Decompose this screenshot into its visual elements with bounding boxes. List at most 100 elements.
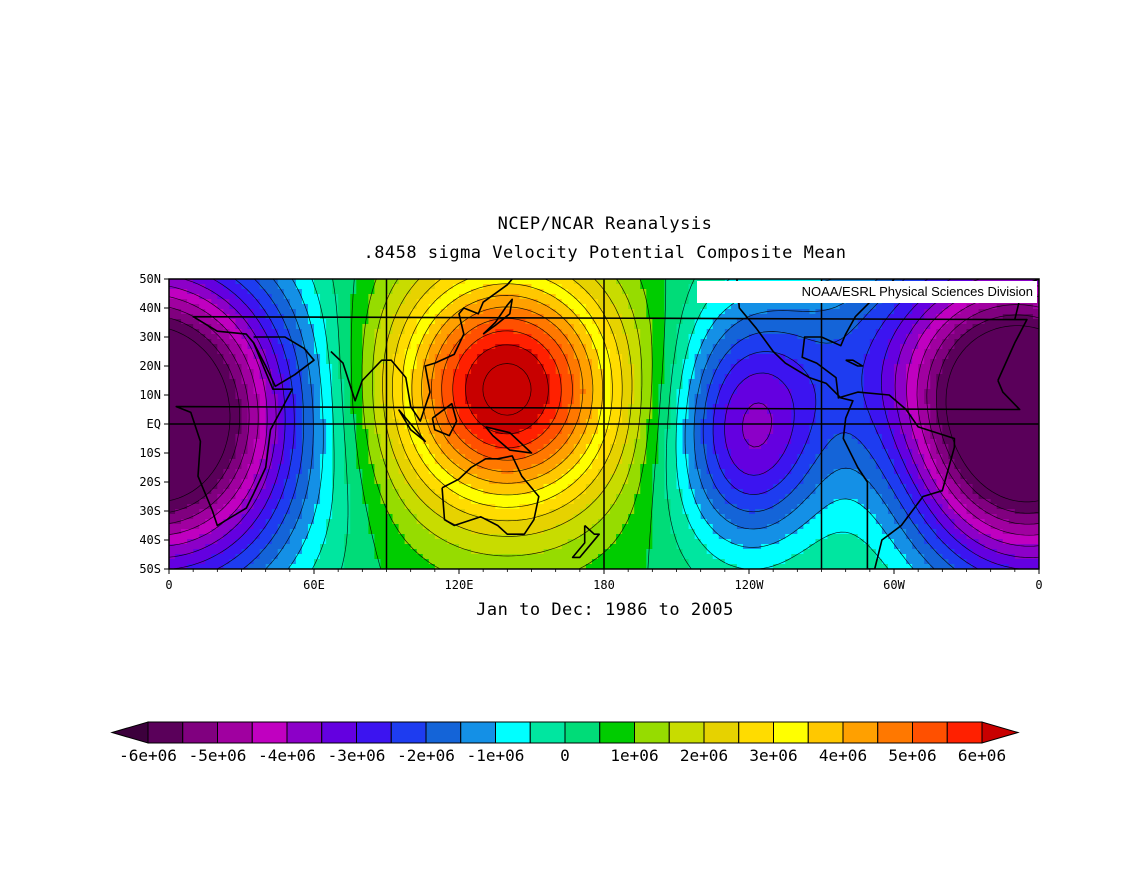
field-cell bbox=[307, 434, 315, 440]
field-cell bbox=[863, 354, 871, 360]
field-cell bbox=[658, 354, 666, 360]
field-cell bbox=[211, 349, 218, 355]
field-cell bbox=[700, 309, 708, 315]
field-cell bbox=[742, 424, 750, 430]
field-cell bbox=[398, 354, 406, 360]
field-cell bbox=[356, 349, 363, 355]
field-cell bbox=[815, 419, 823, 425]
field-cell bbox=[960, 314, 968, 320]
field-cell bbox=[960, 434, 968, 440]
field-cell bbox=[706, 434, 714, 440]
field-cell bbox=[283, 339, 291, 345]
field-cell bbox=[948, 339, 956, 345]
field-cell bbox=[670, 329, 678, 335]
field-cell bbox=[597, 429, 605, 435]
field-cell bbox=[791, 319, 798, 325]
field-cell bbox=[320, 379, 327, 385]
field-cell bbox=[434, 284, 442, 290]
field-cell bbox=[869, 329, 877, 335]
field-cell bbox=[289, 379, 297, 385]
field-cell bbox=[289, 374, 297, 380]
field-cell bbox=[954, 304, 962, 310]
field-cell bbox=[730, 349, 738, 355]
field-cell bbox=[688, 344, 696, 350]
field-cell bbox=[869, 434, 877, 440]
field-cell bbox=[585, 389, 593, 395]
field-cell bbox=[839, 379, 847, 385]
field-cell bbox=[670, 439, 678, 445]
field-cell bbox=[471, 424, 478, 430]
field-cell bbox=[465, 339, 472, 345]
field-cell bbox=[791, 309, 798, 315]
field-cell bbox=[821, 359, 829, 365]
field-cell bbox=[555, 309, 563, 315]
field-cell bbox=[247, 364, 255, 370]
field-cell bbox=[205, 369, 212, 375]
field-cell bbox=[736, 314, 744, 320]
field-cell bbox=[338, 319, 345, 325]
field-cell bbox=[416, 449, 424, 455]
field-cell bbox=[483, 384, 490, 390]
field-cell bbox=[465, 434, 472, 440]
field-cell bbox=[688, 309, 696, 315]
field-cell bbox=[259, 369, 267, 375]
field-cell bbox=[193, 394, 200, 400]
field-cell bbox=[736, 399, 744, 405]
field-cell bbox=[440, 419, 448, 425]
field-cell bbox=[906, 379, 913, 385]
field-cell bbox=[960, 404, 968, 410]
field-cell bbox=[585, 329, 593, 335]
field-cell bbox=[241, 374, 249, 380]
field-cell bbox=[507, 319, 514, 325]
field-cell bbox=[755, 334, 762, 340]
field-cell bbox=[1008, 369, 1016, 375]
field-cell bbox=[845, 339, 853, 345]
field-cell bbox=[881, 399, 889, 405]
field-cell bbox=[960, 384, 968, 390]
field-cell bbox=[489, 384, 496, 390]
field-cell bbox=[537, 284, 545, 290]
field-cell bbox=[489, 424, 496, 430]
field-cell bbox=[597, 384, 605, 390]
field-cell bbox=[410, 309, 418, 315]
field-cell bbox=[936, 319, 943, 325]
field-cell bbox=[942, 409, 949, 415]
field-cell bbox=[924, 389, 931, 395]
field-cell bbox=[863, 404, 871, 410]
field-cell bbox=[555, 409, 563, 415]
field-cell bbox=[628, 314, 635, 320]
field-cell bbox=[869, 384, 877, 390]
field-cell bbox=[610, 414, 617, 420]
field-cell bbox=[495, 299, 502, 305]
field-cell bbox=[857, 319, 865, 325]
field-cell bbox=[1014, 339, 1022, 345]
field-cell bbox=[446, 324, 454, 330]
field-cell bbox=[936, 339, 943, 345]
field-cell bbox=[604, 409, 611, 415]
field-cell bbox=[954, 349, 962, 355]
field-cell bbox=[338, 419, 345, 425]
field-cell bbox=[803, 344, 811, 350]
field-cell bbox=[362, 414, 369, 420]
field-cell bbox=[283, 284, 291, 290]
field-cell bbox=[495, 404, 502, 410]
field-cell bbox=[749, 319, 756, 325]
field-cell bbox=[241, 344, 249, 350]
field-cell bbox=[446, 414, 454, 420]
field-cell bbox=[730, 444, 738, 450]
field-cell bbox=[597, 289, 605, 295]
field-cell bbox=[440, 334, 448, 340]
field-cell bbox=[791, 404, 798, 410]
field-cell bbox=[501, 334, 508, 340]
field-cell bbox=[918, 364, 925, 370]
field-cell bbox=[307, 394, 315, 400]
field-cell bbox=[446, 424, 454, 430]
field-cell bbox=[604, 439, 611, 445]
field-cell bbox=[906, 439, 913, 445]
field-cell bbox=[501, 424, 508, 430]
field-cell bbox=[537, 414, 545, 420]
field-cell bbox=[428, 289, 436, 295]
field-cell bbox=[531, 304, 539, 310]
field-cell bbox=[169, 414, 176, 420]
field-cell bbox=[295, 434, 303, 440]
